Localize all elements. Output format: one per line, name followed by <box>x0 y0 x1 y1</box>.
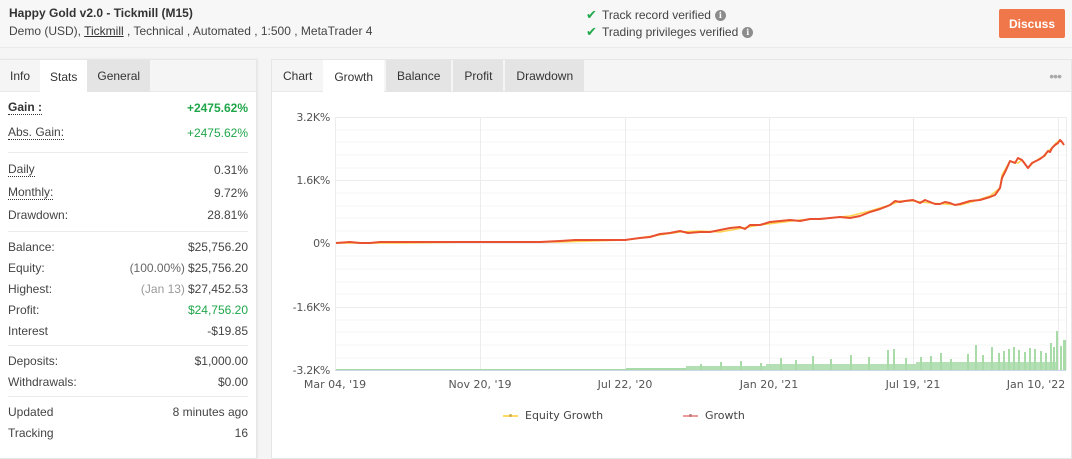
x-tick: Nov 20, '19 <box>448 378 512 391</box>
y-tick: -1.6K% <box>292 301 331 314</box>
track-record-verified: ✔ Track record verified i <box>586 7 726 23</box>
interest-label: Interest <box>8 323 49 338</box>
tab-chart[interactable]: Chart <box>283 69 313 83</box>
drawdown-label: Drawdown: <box>8 208 69 222</box>
stats-list: Gain : +2475.62% Abs. Gain: +2475.62% Da… <box>0 92 256 443</box>
tab-info[interactable]: Info <box>10 69 31 83</box>
stat-daily: Daily 0.31% <box>8 159 248 181</box>
updated-value: 8 minutes ago <box>172 404 248 419</box>
stats-panel: Info Stats General Gain : +2475.62% Abs.… <box>0 59 257 459</box>
gain-value: +2475.62% <box>186 100 248 115</box>
check-icon: ✔ <box>586 7 597 22</box>
withdrawals-value: $0.00 <box>217 374 248 389</box>
stat-withdrawals: Withdrawals: $0.00 <box>8 371 248 392</box>
tracking-value: 16 <box>234 425 248 440</box>
trading-privileges-label: Trading privileges verified <box>602 25 739 39</box>
tracking-label: Tracking <box>8 425 54 440</box>
system-details: , Technical , Automated , 1:500 , MetaTr… <box>123 24 373 38</box>
tab-general[interactable]: General <box>87 60 151 92</box>
info-icon[interactable]: i <box>742 26 754 38</box>
profit-value: $24,756.20 <box>187 302 248 317</box>
system-title: Happy Gold v2.0 - Tickmill (M15) <box>9 6 193 20</box>
chart-tabs: Chart Growth Balance Profit Drawdown ••• <box>272 60 1071 93</box>
monthly-label[interactable]: Monthly: <box>8 185 54 200</box>
tab-stats[interactable]: Stats <box>40 60 88 93</box>
abs-gain-label[interactable]: Abs. Gain: <box>8 125 65 140</box>
y-tick: 1.6K% <box>296 174 330 187</box>
divider <box>8 152 248 153</box>
divider <box>8 231 248 232</box>
system-subtitle: Demo (USD), Tickmill , Technical , Autom… <box>9 24 372 38</box>
stat-monthly: Monthly: 9.72% <box>8 181 248 205</box>
tab-profit[interactable]: Profit <box>453 60 504 92</box>
balance-value: $25,756.20 <box>187 239 248 254</box>
volume-bars <box>336 331 1066 370</box>
x-tick: Mar 04, '19 <box>303 378 367 391</box>
tab-balance[interactable]: Balance <box>386 60 452 92</box>
stats-tabs: Info Stats General <box>0 60 256 93</box>
stat-highest: Highest: (Jan 13) $27,452.53 <box>8 278 248 299</box>
system-header: Happy Gold v2.0 - Tickmill (M15) Demo (U… <box>0 0 1072 48</box>
gain-label[interactable]: Gain : <box>8 99 43 115</box>
x-tick: Jan 10, '22 <box>1006 378 1066 391</box>
chart-grid <box>335 117 1067 370</box>
tab-drawdown[interactable]: Drawdown <box>505 60 585 92</box>
daily-label[interactable]: Daily <box>8 162 35 177</box>
drawdown-value: 28.81% <box>207 208 248 222</box>
daily-value: 0.31% <box>213 163 248 177</box>
stat-updated: Updated 8 minutes ago <box>8 401 248 422</box>
stat-tracking: Tracking 16 <box>8 422 248 443</box>
balance-label: Balance: <box>8 239 55 254</box>
x-tick: Jan 20, '21 <box>739 378 799 391</box>
equity-percent: (100.00%) <box>129 260 185 275</box>
highest-value: $27,452.53 <box>187 281 248 296</box>
x-tick: Jul 19, '21 <box>885 378 941 391</box>
track-record-label: Track record verified <box>602 8 711 22</box>
withdrawals-label: Withdrawals: <box>8 374 77 389</box>
divider <box>8 345 248 346</box>
broker-link[interactable]: Tickmill <box>84 24 124 38</box>
stat-deposits: Deposits: $1,000.00 <box>8 350 248 371</box>
equity-legend-swatch-icon <box>503 414 518 417</box>
equity-value: $25,756.20 <box>187 260 248 275</box>
stat-abs-gain: Abs. Gain: +2475.62% <box>8 119 248 147</box>
y-tick: 3.2K% <box>296 111 330 124</box>
legend-label: Equity Growth <box>525 409 604 422</box>
abs-gain-value: +2475.62% <box>186 126 248 140</box>
check-icon: ✔ <box>586 24 597 39</box>
updated-label: Updated <box>8 404 54 419</box>
account-type: Demo (USD), <box>9 24 85 38</box>
highest-label: Highest: <box>8 281 53 296</box>
stat-profit: Profit: $24,756.20 <box>8 299 248 320</box>
stat-drawdown: Drawdown: 28.81% <box>8 205 248 225</box>
trading-privileges-verified: ✔ Trading privileges verified i <box>586 24 754 40</box>
tab-growth[interactable]: Growth <box>323 60 385 93</box>
deposits-value: $1,000.00 <box>194 353 248 368</box>
info-icon[interactable]: i <box>714 9 726 21</box>
more-options-icon[interactable]: ••• <box>1049 68 1062 84</box>
y-tick: 0% <box>313 237 330 250</box>
stat-balance: Balance: $25,756.20 <box>8 236 248 257</box>
x-tick: Jul 22, '20 <box>597 378 653 391</box>
divider <box>8 396 248 397</box>
stat-equity: Equity: (100.00%) $25,756.20 <box>8 257 248 278</box>
equity-label: Equity: <box>8 260 45 275</box>
legend-equity-growth[interactable]: Equity Growth <box>503 409 603 422</box>
stat-gain: Gain : +2475.62% <box>8 96 248 119</box>
interest-value: -$19.85 <box>207 323 248 338</box>
discuss-button[interactable]: Discuss <box>999 9 1065 38</box>
deposits-label: Deposits: <box>8 353 59 368</box>
y-tick: -3.2K% <box>292 364 331 377</box>
growth-legend-swatch-icon <box>683 414 698 417</box>
legend-growth[interactable]: Growth <box>683 409 745 422</box>
monthly-value: 9.72% <box>213 186 248 200</box>
legend-label: Growth <box>705 409 745 422</box>
growth-line <box>335 139 1065 244</box>
highest-date: (Jan 13) <box>140 281 185 296</box>
profit-label: Profit: <box>8 302 40 317</box>
stat-interest: Interest -$19.85 <box>8 320 248 341</box>
